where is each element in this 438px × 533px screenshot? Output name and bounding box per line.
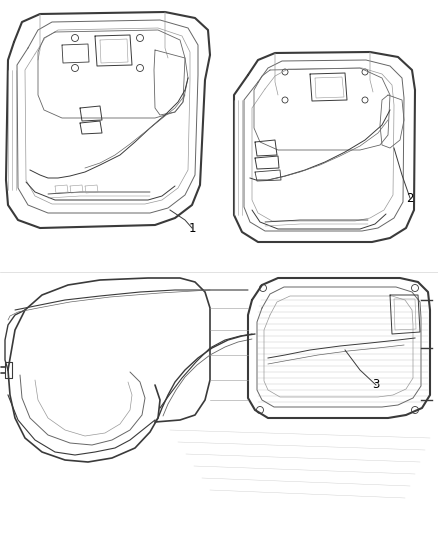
Text: 1: 1 — [188, 222, 196, 235]
Text: 2: 2 — [406, 191, 414, 205]
Text: 3: 3 — [372, 378, 380, 392]
